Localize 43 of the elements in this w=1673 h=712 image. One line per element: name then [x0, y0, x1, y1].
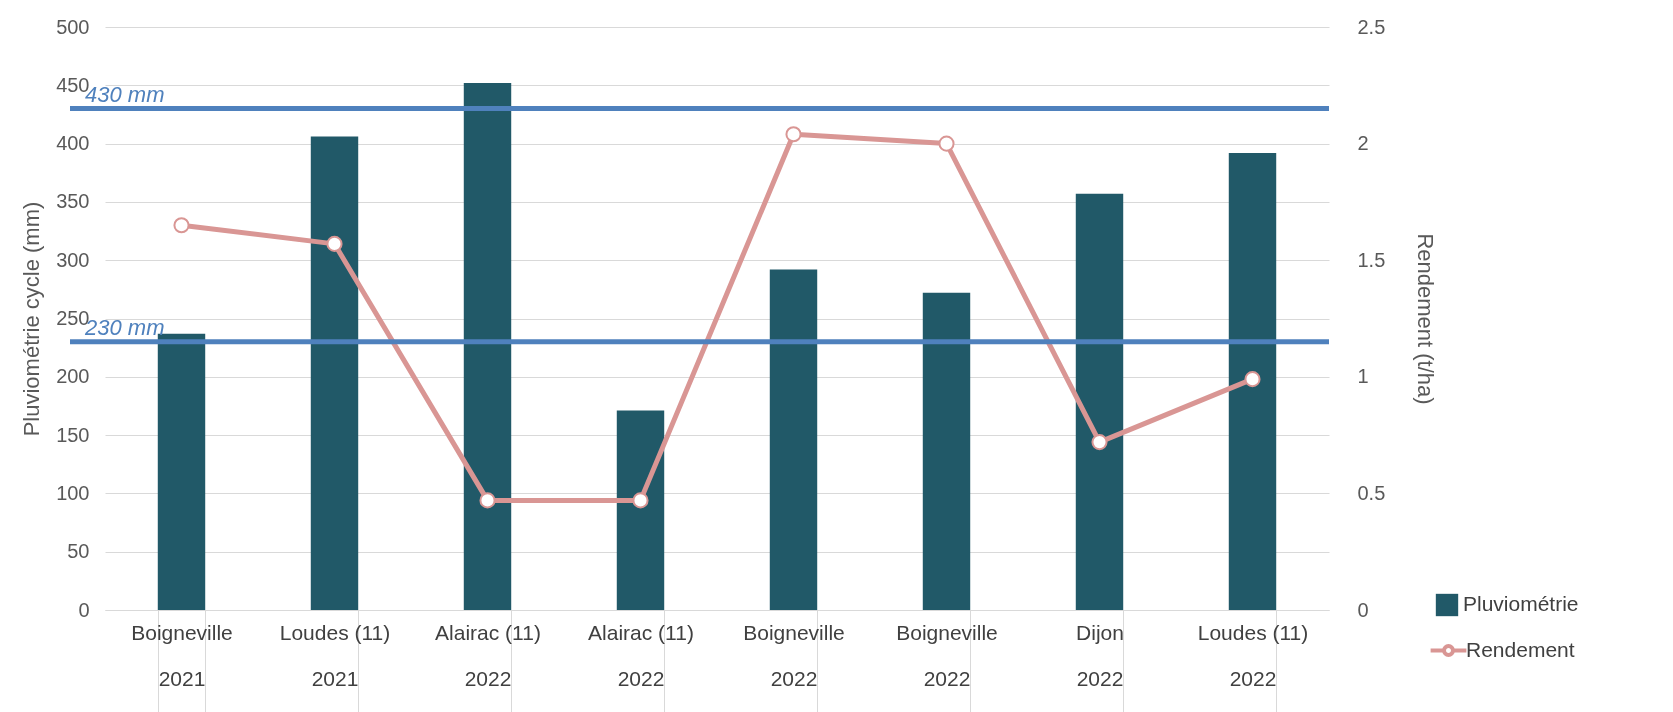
y-tick-label: 400 [56, 132, 90, 155]
bar [1228, 152, 1277, 610]
x-tick-label: Boigneville 2022 [896, 620, 998, 690]
point [1244, 371, 1261, 388]
x-tick-label: Alairac (11) 2022 [435, 620, 541, 690]
legend-label: Rendement [1466, 637, 1575, 661]
point [479, 492, 496, 509]
bar [616, 410, 665, 610]
bar [157, 333, 206, 610]
y-tick-label: 200 [56, 365, 90, 388]
x-tick-label: Alairac (11) 2022 [588, 620, 694, 690]
point [785, 126, 802, 143]
y2-tick-label: 2 [1357, 132, 1369, 155]
y-tick-label: 50 [67, 540, 90, 563]
x-tick-label: Loudes (11) 2021 [279, 620, 391, 690]
point [173, 217, 190, 234]
y-tick-label: 0 [78, 598, 90, 621]
y2-axis-title: Rendement (t/ha) [1413, 233, 1439, 405]
y-tick-label: 150 [56, 423, 90, 446]
point [326, 235, 343, 252]
bar [922, 292, 971, 610]
point [1091, 434, 1108, 451]
y2-tick-label: 0.5 [1357, 481, 1386, 504]
y-tick-label: 350 [56, 190, 90, 213]
y2-tick-label: 1.5 [1357, 248, 1386, 271]
bar [769, 269, 818, 610]
bar [1075, 193, 1124, 610]
y-tick-label: 500 [56, 15, 90, 38]
x-tick-label: Dijon 2022 [1076, 620, 1124, 690]
x-tick-label: Loudes (11) 2022 [1197, 620, 1309, 690]
y-tick-label: 100 [56, 481, 90, 504]
y2-tick-label: 2.5 [1357, 15, 1386, 38]
y-tick-label: 300 [56, 248, 90, 271]
x-tick-label: Boigneville 2021 [131, 620, 233, 690]
bar [463, 82, 512, 610]
y2-tick-label: 0 [1357, 598, 1369, 621]
point [632, 492, 649, 509]
bar [310, 136, 359, 610]
point [938, 135, 955, 152]
legend-label: Pluviométrie [1463, 592, 1579, 615]
y2-tick-label: 1 [1357, 365, 1369, 388]
x-tick-label: Boigneville 2022 [743, 620, 845, 690]
y-axis-title: Pluviométrie cycle (mm) [19, 201, 45, 437]
